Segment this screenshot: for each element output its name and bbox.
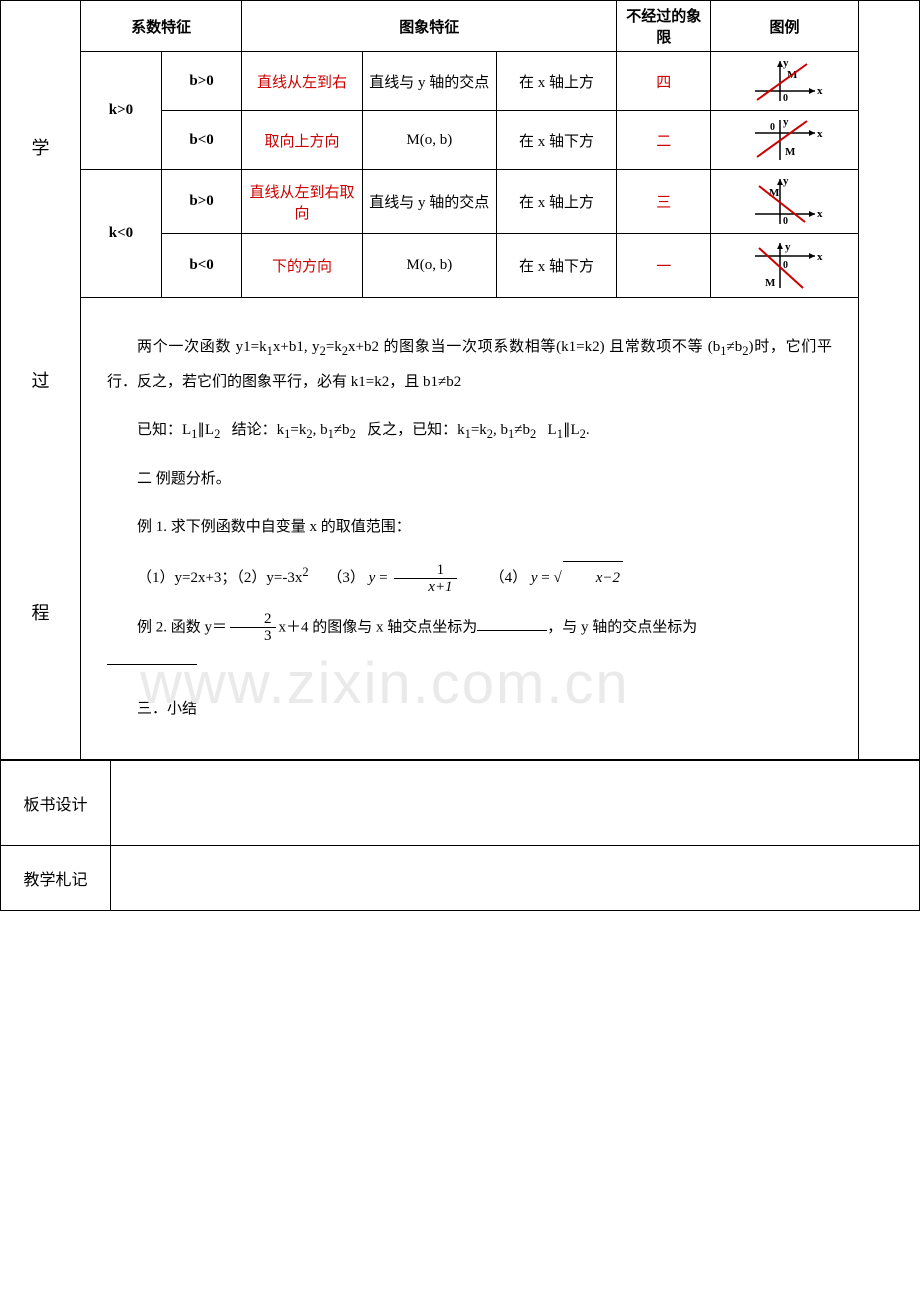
- svg-text:M: M: [765, 277, 776, 289]
- cell-c3: 在 x 轴上方: [496, 52, 617, 111]
- left-char-1: 学: [32, 114, 50, 180]
- cell-noquad: 三: [617, 170, 711, 234]
- cell-c1: 直线从左到右取向: [242, 170, 363, 234]
- svg-text:x: x: [817, 128, 823, 140]
- header-noquad: 不经过的象限: [617, 1, 711, 52]
- svg-text:x: x: [817, 85, 823, 97]
- cell-b: b<0: [161, 234, 241, 298]
- teaching-notes-label: 教学札记: [1, 846, 111, 910]
- cell-noquad: 二: [617, 111, 711, 170]
- top-section: 学 过 程 系数特征 图象特征 不经过的象限 图例 k>0 b>0 直线从左到右…: [1, 1, 919, 760]
- header-example: 图例: [711, 1, 858, 52]
- cell-c1: 直线从左到右: [242, 52, 363, 111]
- main-content: 系数特征 图象特征 不经过的象限 图例 k>0 b>0 直线从左到右 直线与 y…: [81, 1, 859, 759]
- teaching-notes-content: [111, 846, 919, 910]
- cell-c3: 在 x 轴下方: [496, 111, 617, 170]
- cell-noquad: 四: [617, 52, 711, 111]
- cell-k: k>0: [81, 52, 161, 170]
- cell-b: b>0: [161, 170, 241, 234]
- cell-c3: 在 x 轴上方: [496, 170, 617, 234]
- cell-b: b>0: [161, 52, 241, 111]
- cell-c2: M(o, b): [362, 111, 496, 170]
- cell-k: k<0: [81, 170, 161, 298]
- graph-icon: x y 0 M: [745, 56, 825, 106]
- svg-text:y: y: [783, 175, 789, 187]
- cell-c2: M(o, b): [362, 234, 496, 298]
- section-3-title: 三．小结: [107, 693, 832, 726]
- cell-b: b<0: [161, 111, 241, 170]
- table-row: b<0 取向上方向 M(o, b) 在 x 轴下方 二 x y 0 M: [81, 111, 858, 170]
- cell-noquad: 一: [617, 234, 711, 298]
- svg-text:x: x: [817, 208, 823, 220]
- cell-c1: 下的方向: [242, 234, 363, 298]
- coefficient-table: 系数特征 图象特征 不经过的象限 图例 k>0 b>0 直线从左到右 直线与 y…: [81, 1, 858, 298]
- paragraph-known: 已知：L1∥L2 结论：k1=k2, b1≠b2 反之，已知：k1=k2, b1…: [107, 414, 832, 449]
- teaching-notes-row: 教学札记: [1, 845, 919, 910]
- svg-text:y: y: [785, 241, 791, 253]
- cell-c2: 直线与 y 轴的交点: [362, 170, 496, 234]
- cell-graph: x y 0 M: [711, 52, 858, 111]
- cell-c3: 在 x 轴下方: [496, 234, 617, 298]
- svg-text:M: M: [785, 146, 796, 158]
- cell-c1: 取向上方向: [242, 111, 363, 170]
- board-design-row: 板书设计: [1, 760, 919, 845]
- left-char-3: 程: [32, 579, 50, 645]
- page-container: 学 过 程 系数特征 图象特征 不经过的象限 图例 k>0 b>0 直线从左到右…: [0, 0, 920, 911]
- graph-icon: x y 0 M: [745, 238, 825, 293]
- section-2-title: 二 例题分析。: [107, 463, 832, 496]
- graph-icon: x y 0 M: [745, 115, 825, 165]
- cell-c2: 直线与 y 轴的交点: [362, 52, 496, 111]
- table-row: k>0 b>0 直线从左到右 直线与 y 轴的交点 在 x 轴上方 四 x: [81, 52, 858, 111]
- svg-text:y: y: [783, 116, 789, 128]
- svg-text:0: 0: [770, 122, 775, 133]
- blank-field: [477, 616, 547, 631]
- bottom-rows: 板书设计 教学札记: [1, 760, 919, 910]
- left-vertical-label: 学 过 程: [1, 1, 81, 759]
- graph-icon: x y 0 M: [745, 174, 825, 229]
- svg-text:0: 0: [783, 216, 788, 227]
- cell-graph: x y 0 M: [711, 111, 858, 170]
- header-coef: 系数特征: [81, 1, 242, 52]
- paragraph-parallel: 两个一次函数 y1=k1x+b1, y2=k2x+b2 的图象当一次项系数相等(…: [107, 331, 832, 399]
- board-design-content: [111, 761, 919, 845]
- cell-graph: x y 0 M: [711, 170, 858, 234]
- left-char-2: 过: [32, 347, 50, 413]
- board-design-label: 板书设计: [1, 761, 111, 845]
- svg-text:0: 0: [783, 93, 788, 104]
- svg-text:y: y: [783, 57, 789, 69]
- header-graph: 图象特征: [242, 1, 617, 52]
- right-blank-column: [859, 1, 919, 759]
- blank-field: [107, 650, 197, 665]
- table-row: b<0 下的方向 M(o, b) 在 x 轴下方 一 x y 0: [81, 234, 858, 298]
- table-row: k<0 b>0 直线从左到右取向 直线与 y 轴的交点 在 x 轴上方 三 x: [81, 170, 858, 234]
- example-1: 例 1. 求下例函数中自变量 x 的取值范围：: [107, 511, 832, 544]
- text-body: 两个一次函数 y1=k1x+b1, y2=k2x+b2 的图象当一次项系数相等(…: [81, 298, 858, 759]
- example-2: 例 2. 函数 y＝23x＋4 的图像与 x 轴交点坐标为，与 y 轴的交点坐标…: [107, 611, 832, 678]
- table-header-row: 系数特征 图象特征 不经过的象限 图例: [81, 1, 858, 52]
- example-1-items: （1）y=2x+3；（2）y=-3x2 （3） y = 1x+1 （4） y =…: [107, 559, 832, 596]
- cell-graph: x y 0 M: [711, 234, 858, 298]
- svg-text:x: x: [817, 251, 823, 263]
